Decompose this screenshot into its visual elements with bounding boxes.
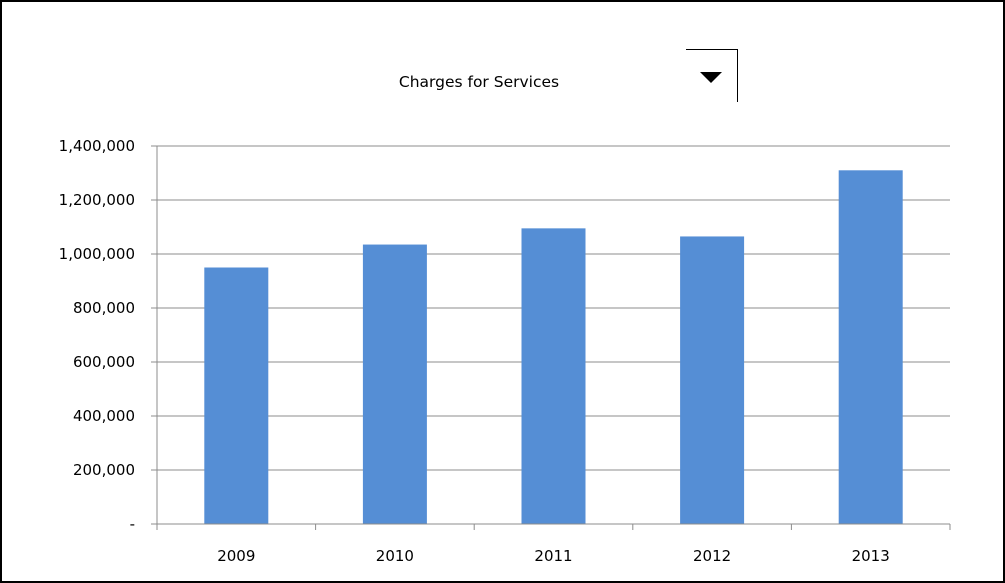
y-tick-label: 600,000: [73, 353, 135, 371]
axes: [151, 145, 951, 530]
y-tick-label: 200,000: [73, 461, 135, 479]
x-tick-label: 2010: [376, 547, 414, 565]
bar-2012: [680, 236, 745, 524]
chart-filter-dropdown[interactable]: [686, 49, 738, 102]
bar-2010: [362, 244, 427, 525]
x-tick-label: 2011: [534, 547, 572, 565]
bar-2011: [521, 228, 586, 524]
x-tick-label: 2013: [852, 547, 890, 565]
bar-2013: [838, 170, 903, 525]
x-tick-label: 2009: [217, 547, 255, 565]
y-tick-label: -: [130, 515, 135, 533]
y-tick-label: 1,000,000: [59, 245, 135, 263]
bars: [204, 170, 903, 525]
dropdown-arrow-icon: [700, 72, 722, 83]
bar-2009: [204, 267, 269, 524]
x-axis-labels: 2009 2010 2011 2012 2013: [217, 547, 890, 565]
y-tick-label: 800,000: [73, 299, 135, 317]
y-tick-label: 1,400,000: [59, 137, 135, 155]
y-tick-label: 400,000: [73, 407, 135, 425]
chart-title: Charges for Services: [399, 73, 559, 91]
y-axis-labels: - 200,000 400,000 600,000 800,000 1,000,000 1,…: [59, 137, 135, 533]
x-tick-label: 2012: [693, 547, 731, 565]
y-tick-label: 1,200,000: [59, 191, 135, 209]
